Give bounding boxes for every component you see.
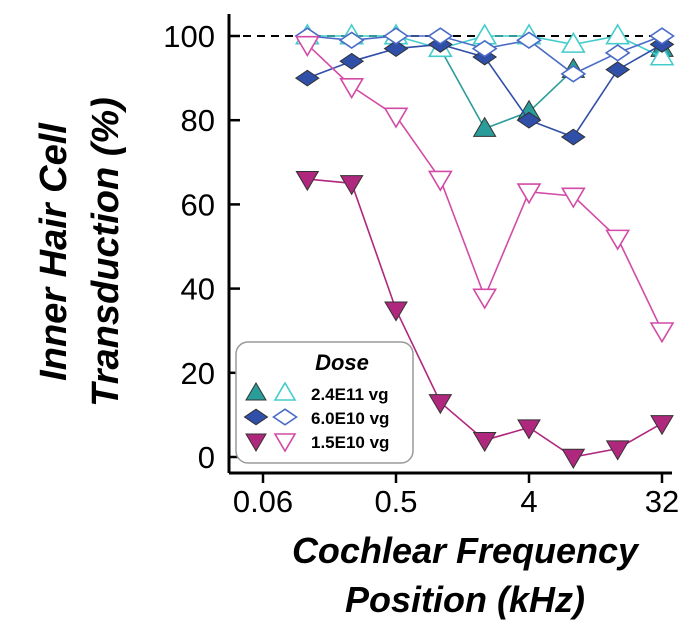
series-4-point-1 — [339, 175, 364, 196]
series-4-point-7 — [605, 440, 630, 461]
series-4-point-3 — [428, 394, 453, 415]
legend-label-1-5e10: 1.5E10 vg — [311, 433, 389, 452]
series-1-point-8 — [649, 44, 675, 66]
series-1-point-7 — [605, 23, 631, 45]
series-5-point-0 — [294, 35, 320, 57]
series-3-point-2 — [383, 27, 409, 45]
legend-title: Dose — [315, 350, 369, 375]
series-1-point-6 — [560, 31, 586, 53]
series-3-point-7 — [604, 44, 631, 62]
legend: Dose 2.4E11 vg 6.0E10 vg 1.5E10 vg — [235, 341, 414, 464]
series-4-point-0 — [295, 170, 320, 192]
series-layer — [294, 23, 675, 469]
series-5-point-7 — [605, 229, 631, 251]
series-0-line — [439, 48, 574, 130]
series-4-point-2 — [384, 301, 408, 322]
legend-marker-4 — [245, 433, 267, 452]
y-tick-label-0: 0 — [198, 440, 215, 475]
series-3-point-1 — [338, 31, 365, 49]
legend-marker-3 — [272, 408, 298, 426]
series-5-point-4 — [472, 288, 498, 310]
series-2-point-2 — [383, 40, 409, 58]
y-tick-label-40: 40 — [181, 272, 215, 307]
series-5 — [294, 35, 675, 344]
series-4-point-8 — [650, 415, 674, 436]
legend-label-6-0e10: 6.0E10 vg — [311, 409, 389, 428]
x-tick-label-0: 0.06 — [233, 484, 293, 519]
series-4-point-6 — [561, 448, 586, 469]
series-4-point-5 — [517, 419, 541, 440]
y-axis-title-line1: Inner Hair Cell — [33, 122, 75, 381]
y-tick-label-60: 60 — [181, 187, 215, 222]
series-0-point-4 — [472, 116, 497, 137]
legend-marker-2 — [243, 408, 269, 426]
series-3-point-4 — [471, 39, 498, 58]
x-tick-label-3: 32 — [645, 484, 679, 519]
series-3-point-8 — [649, 27, 675, 45]
series-4 — [295, 170, 674, 469]
legend-box — [235, 341, 414, 464]
series-5-point-2 — [383, 107, 409, 129]
series-2-point-6 — [560, 128, 586, 146]
legend-label-2-4e11: 2.4E11 vg — [311, 385, 389, 404]
series-3-point-6 — [560, 65, 587, 83]
x-tick-label-2: 4 — [520, 484, 537, 519]
series-5-point-5 — [516, 183, 542, 205]
series-3-point-5 — [516, 31, 542, 49]
series-2-point-1 — [339, 52, 365, 70]
series-3-point-3 — [427, 27, 454, 45]
y-tick-label-20: 20 — [181, 356, 215, 391]
y-axis-title-line2: Transduction (%) — [85, 97, 127, 407]
legend-markers — [243, 381, 298, 453]
series-5-line — [306, 43, 663, 332]
x-ticks: 0.06 0.5 4 32 — [233, 473, 679, 519]
series-2-point-7 — [605, 61, 631, 79]
legend-marker-5 — [273, 433, 297, 453]
y-ticks: 0 20 40 60 80 100 — [163, 19, 240, 475]
series-2-point-0 — [294, 69, 320, 87]
x-axis-title-line2: Position (kHz) — [345, 579, 585, 620]
legend-marker-0 — [245, 382, 267, 401]
x-tick-label-1: 0.5 — [374, 484, 417, 519]
series-5-point-1 — [339, 78, 365, 100]
series-5-point-8 — [649, 322, 675, 344]
y-tick-label-100: 100 — [163, 19, 215, 54]
x-axis-title-line1: Cochlear Frequency — [292, 530, 640, 571]
series-5-point-6 — [560, 187, 586, 209]
series-2-point-5 — [516, 111, 542, 129]
y-tick-label-80: 80 — [181, 103, 215, 138]
series-5-point-3 — [427, 170, 453, 192]
series-4-point-4 — [472, 431, 497, 453]
legend-marker-1 — [273, 381, 297, 401]
